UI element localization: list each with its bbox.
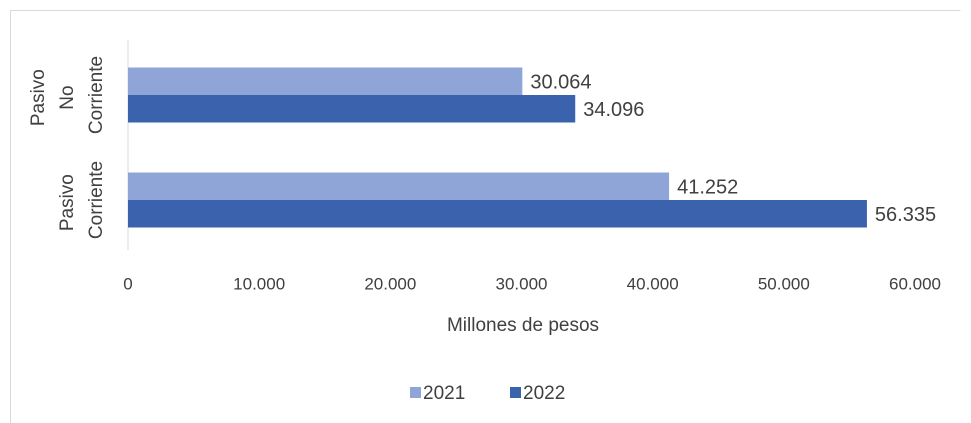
- x-tick-label: 20.000: [364, 274, 416, 293]
- bar: [128, 95, 576, 123]
- legend-swatch: [410, 387, 421, 398]
- legend-label: 2022: [523, 383, 565, 404]
- frame: [10, 10, 961, 423]
- category-label-group: Pasivo No Corriente: [28, 56, 107, 134]
- bar: [128, 67, 523, 95]
- x-tick-label: 50.000: [758, 274, 810, 293]
- x-tick-label: 30.000: [496, 274, 548, 293]
- legend-label: 2021: [423, 383, 465, 404]
- x-tick-label: 40.000: [627, 274, 679, 293]
- legend-swatch: [510, 387, 521, 398]
- category-label-group: Pasivo Corriente: [57, 161, 107, 239]
- value-label: 34.096: [583, 99, 644, 121]
- y-tick-label: Pasivo Corriente: [57, 161, 107, 239]
- x-tick-label: 0: [123, 274, 132, 293]
- bar: [128, 172, 670, 200]
- x-axis-label: Millones de pesos: [447, 315, 599, 336]
- value-label: 30.064: [530, 72, 591, 94]
- x-tick-label: 60.000: [889, 274, 941, 293]
- value-label: 56.335: [875, 204, 936, 226]
- value-label: 41.252: [677, 177, 738, 199]
- bar: [128, 200, 867, 228]
- x-tick-label: 10.000: [233, 274, 285, 293]
- y-tick-label: Pasivo No Corriente: [28, 56, 107, 134]
